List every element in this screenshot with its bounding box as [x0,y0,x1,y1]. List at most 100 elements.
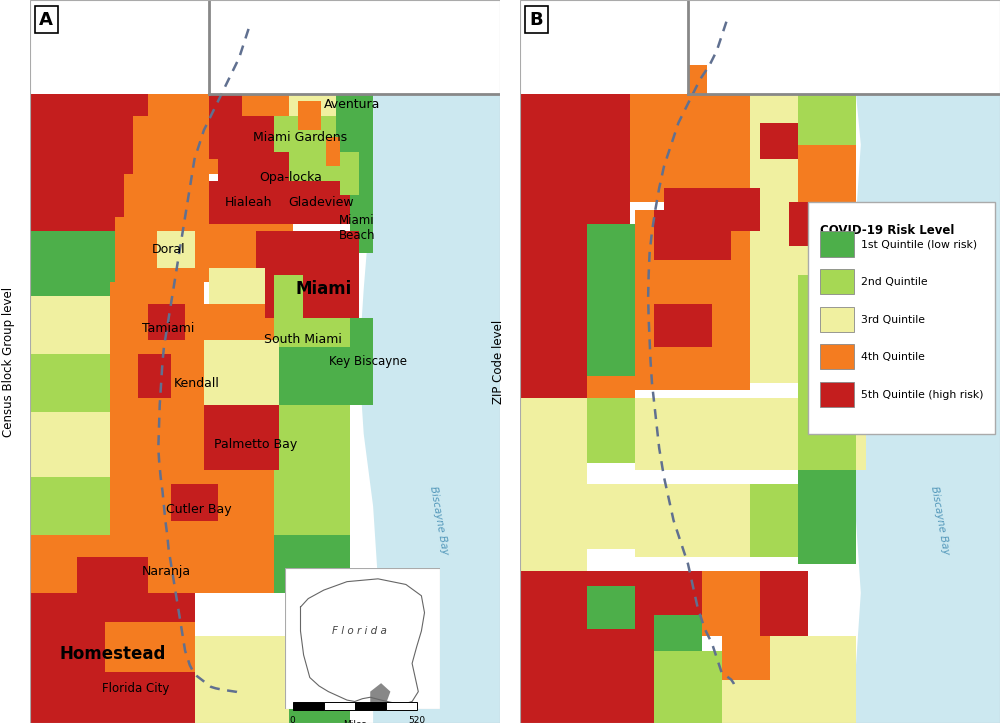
Bar [702,571,760,636]
Polygon shape [194,636,288,723]
Text: Tamiami: Tamiami [142,322,195,335]
Text: Census Block Group level: Census Block Group level [2,286,15,437]
Bar [750,202,856,289]
Polygon shape [209,181,293,224]
Bar [750,94,856,130]
Text: 4th Quintile: 4th Quintile [861,352,925,362]
Text: Key Biscayne: Key Biscayne [329,355,407,368]
Polygon shape [300,579,424,704]
Text: ZIP Code level: ZIP Code level [492,320,505,403]
Bar [722,636,856,723]
Text: Miles: Miles [343,720,366,723]
Text: Opa-locka: Opa-locka [259,171,322,184]
Bar [587,586,635,629]
Bar [520,311,587,405]
Polygon shape [326,137,340,166]
Polygon shape [227,94,288,130]
Bar [520,123,630,231]
Bar [635,304,750,390]
Bar [654,615,702,651]
Bar [798,275,856,304]
Text: Aventura: Aventura [324,98,380,111]
Bar [798,304,856,405]
Polygon shape [30,174,124,239]
Bar [587,398,635,463]
Polygon shape [209,94,242,116]
Polygon shape [30,477,110,542]
Polygon shape [138,354,171,398]
Polygon shape [288,94,373,130]
Bar [630,94,750,130]
Polygon shape [279,347,350,405]
Polygon shape [359,94,500,723]
Text: F l o r i d a: F l o r i d a [332,626,387,636]
Bar [750,289,856,383]
Polygon shape [846,94,1000,723]
Bar [820,382,854,407]
Text: Miami Gardens: Miami Gardens [253,131,347,144]
Text: South Miami: South Miami [264,333,342,346]
Polygon shape [171,484,218,521]
Polygon shape [209,224,293,275]
Polygon shape [204,405,279,470]
Bar [293,702,324,710]
Bar [722,636,770,680]
Polygon shape [110,398,204,470]
Text: 2nd Quintile: 2nd Quintile [861,277,927,287]
Bar [520,224,587,318]
Bar [750,123,856,202]
Bar [520,94,630,130]
Bar [587,224,635,289]
Polygon shape [288,593,350,723]
Polygon shape [350,318,373,405]
Polygon shape [350,145,373,253]
Text: Palmetto Bay: Palmetto Bay [214,438,297,451]
Bar [664,188,760,231]
Text: Cutler Bay: Cutler Bay [166,503,232,516]
Bar [820,344,854,369]
Text: Miami: Miami [296,281,352,298]
Polygon shape [124,174,209,224]
Polygon shape [30,94,148,130]
Bar [750,484,856,557]
Polygon shape [298,101,321,130]
Text: 520: 520 [408,716,425,723]
Bar [654,651,722,723]
Polygon shape [274,275,303,318]
Polygon shape [274,470,350,535]
Polygon shape [256,231,298,275]
Polygon shape [218,152,288,195]
Text: 1st Quintile (low risk): 1st Quintile (low risk) [861,239,977,249]
Polygon shape [105,622,194,672]
Polygon shape [279,405,350,470]
Polygon shape [227,419,274,470]
Bar [760,123,798,159]
Polygon shape [265,231,359,318]
Polygon shape [340,152,359,195]
Text: B: B [530,11,543,29]
Bar [635,484,750,557]
Text: Homestead: Homestead [59,646,165,663]
Bar [587,376,635,405]
Text: COVID-19 Risk Level: COVID-19 Risk Level [820,224,954,237]
Bar [688,65,707,94]
Bar [789,202,827,246]
Bar [630,123,750,202]
Text: A: A [39,11,53,29]
Bar [587,282,635,376]
Polygon shape [336,94,373,159]
Polygon shape [30,354,110,419]
Bar [520,398,587,492]
Polygon shape [110,470,274,535]
Bar [798,130,856,202]
Bar [798,398,856,470]
Text: Naranja: Naranja [142,565,191,578]
Polygon shape [115,217,209,282]
Polygon shape [110,340,204,405]
Text: 0: 0 [290,716,296,723]
Polygon shape [370,683,390,704]
Text: 3rd Quintile: 3rd Quintile [861,315,925,325]
Bar [520,629,654,723]
Polygon shape [204,340,279,405]
Polygon shape [30,231,115,304]
